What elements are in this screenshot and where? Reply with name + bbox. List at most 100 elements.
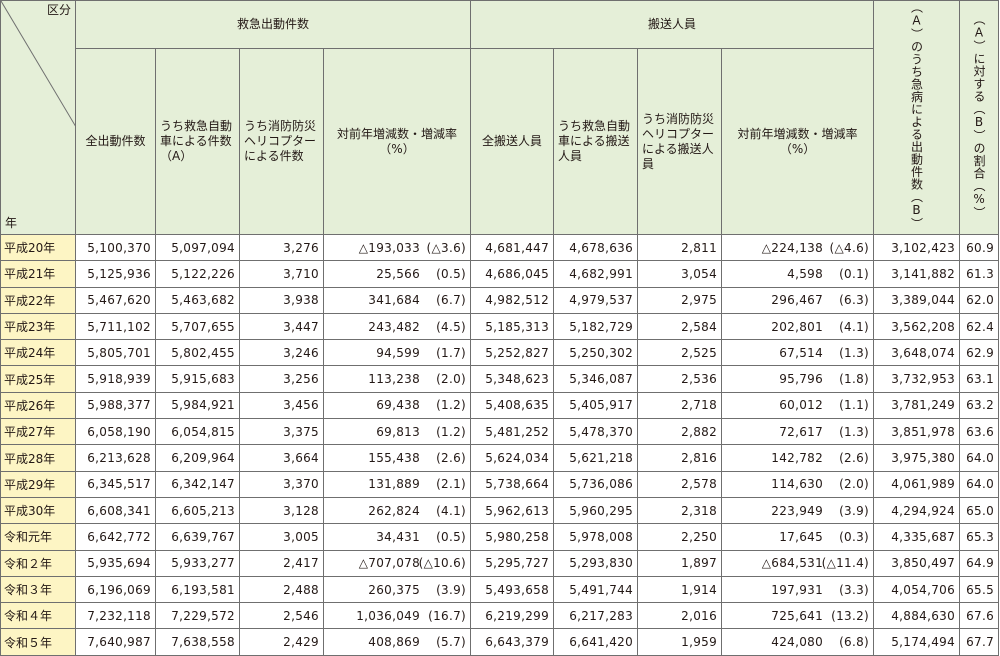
total-dispatch-cell: 5,988,377	[75, 391, 156, 420]
ambulance-transport-cell: 5,621,218	[553, 444, 639, 472]
ambulance-dispatch-cell: 7,229,572	[155, 602, 240, 630]
header-total-dispatch: 全出動件数	[75, 48, 156, 235]
table-row: 令和２年 5,935,694 5,933,277 2,417 △707,078 (△10.…	[0, 549, 1000, 577]
total-dispatch-cell: 6,642,772	[75, 523, 156, 551]
ambulance-transport-cell: 5,491,744	[553, 575, 639, 604]
heli-dispatch-cell: 3,664	[239, 444, 324, 472]
header-total-transport: 全搬送人員	[470, 48, 555, 235]
ratio-cell: 65.3	[959, 523, 1000, 551]
transport-change-cell: 296,467 (6.3)	[721, 286, 875, 314]
year-cell: 令和５年	[0, 628, 76, 656]
transport-change-cell: 202,801 (4.1)	[721, 312, 875, 341]
table-row: 令和４年 7,232,118 7,229,572 2,546 1,036,049 (16.…	[0, 602, 1000, 630]
year-cell: 平成23年	[0, 312, 76, 341]
dispatch-change-value: △707,078	[358, 556, 421, 571]
transport-change-rate: (0.3)	[839, 529, 870, 544]
total-dispatch-cell: 6,196,069	[75, 575, 156, 604]
year-cell: 令和２年	[0, 549, 76, 577]
table-row: 平成26年 5,988,377 5,984,921 3,456 69,438 (1.2) 5…	[0, 391, 1000, 420]
transport-change-rate: (1.3)	[839, 345, 870, 360]
dispatch-change-rate: (1.7)	[436, 345, 467, 360]
transport-change-value: 202,801	[771, 319, 824, 334]
header-transport-change: 対前年増減数・増減率（%）	[721, 48, 875, 235]
transport-change-value: 725,641	[771, 608, 824, 623]
total-transport-cell: 4,982,512	[470, 286, 555, 314]
transport-change-rate: (0.1)	[839, 266, 870, 281]
heli-transport-cell: 2,525	[637, 339, 723, 367]
transport-change-value: 60,012	[779, 398, 824, 413]
total-dispatch-cell: 5,918,939	[75, 365, 156, 393]
ambulance-dispatch-cell: 5,802,455	[155, 339, 240, 367]
transport-change-rate: (2.0)	[839, 477, 870, 492]
dispatch-change-cell: 155,438 (2.6)	[322, 444, 472, 472]
corner-header-cell: 区分 年	[0, 0, 76, 235]
header-heli-dispatch: うち消防防災ヘリコプターによる件数	[239, 48, 324, 235]
table-row: 令和元年 6,642,772 6,639,767 3,005 34,431 (0.5) 5,…	[0, 523, 1000, 551]
transport-change-value: 197,931	[771, 582, 824, 597]
dispatch-change-rate: (16.7)	[428, 608, 467, 623]
year-cell: 令和４年	[0, 602, 76, 630]
heli-transport-cell: 1,897	[637, 549, 723, 577]
ratio-cell: 67.7	[959, 628, 1000, 656]
year-cell: 令和３年	[0, 575, 76, 604]
dispatch-change-rate: (5.7)	[436, 635, 467, 650]
heli-transport-cell: 2,584	[637, 312, 723, 341]
transport-change-cell: △684,531 (△11.4)	[721, 549, 875, 577]
transport-change-value: △224,138	[761, 240, 824, 255]
transport-change-rate: (△4.6)	[829, 240, 870, 255]
year-cell: 平成25年	[0, 365, 76, 393]
heli-dispatch-cell: 3,375	[239, 418, 324, 446]
dispatch-change-value: 94,599	[376, 345, 421, 360]
total-dispatch-cell: 5,100,370	[75, 233, 156, 262]
ambulance-transport-cell: 4,979,537	[553, 286, 639, 314]
dispatch-change-rate: (1.2)	[436, 398, 467, 413]
b-count-cell: 4,335,687	[873, 523, 961, 551]
transport-change-cell: 72,617 (1.3)	[721, 418, 875, 446]
transport-change-cell: 4,598 (0.1)	[721, 260, 875, 288]
ambulance-transport-cell: 5,478,370	[553, 418, 639, 446]
ambulance-dispatch-cell: 7,638,558	[155, 628, 240, 656]
b-count-cell: 4,061,989	[873, 470, 961, 498]
heli-dispatch-cell: 3,246	[239, 339, 324, 367]
dispatch-change-value: 260,375	[368, 582, 421, 597]
total-transport-cell: 5,962,613	[470, 496, 555, 525]
dispatch-change-cell: 260,375 (3.9)	[322, 575, 472, 604]
heli-dispatch-cell: 2,429	[239, 628, 324, 656]
group-header-transport: 搬送人員	[470, 0, 875, 50]
ratio-cell: 62.4	[959, 312, 1000, 341]
year-cell: 平成29年	[0, 470, 76, 498]
ambulance-transport-cell: 5,405,917	[553, 391, 639, 420]
year-cell: 平成26年	[0, 391, 76, 420]
transport-change-cell: 725,641 (13.2)	[721, 602, 875, 630]
transport-change-value: 17,645	[779, 529, 824, 544]
dispatch-change-rate: (3.9)	[436, 582, 467, 597]
transport-change-rate: (3.9)	[839, 503, 870, 518]
ambulance-transport-cell: 6,217,283	[553, 602, 639, 630]
total-transport-cell: 5,493,658	[470, 575, 555, 604]
dispatch-change-cell: 69,438 (1.2)	[322, 391, 472, 420]
transport-change-cell: 142,782 (2.6)	[721, 444, 875, 472]
dispatch-change-cell: 94,599 (1.7)	[322, 339, 472, 367]
ambulance-dispatch-cell: 5,707,655	[155, 312, 240, 341]
transport-change-rate: (13.2)	[831, 608, 870, 623]
transport-change-cell: 223,949 (3.9)	[721, 496, 875, 525]
b-count-cell: 3,141,882	[873, 260, 961, 288]
transport-change-rate: (△11.4)	[821, 556, 870, 571]
ambulance-transport-cell: 4,678,636	[553, 233, 639, 262]
total-transport-cell: 4,681,447	[470, 233, 555, 262]
b-count-cell: 3,850,497	[873, 549, 961, 577]
ambulance-dispatch-cell: 5,122,226	[155, 260, 240, 288]
dispatch-change-value: 34,431	[376, 529, 421, 544]
dispatch-change-value: 25,566	[376, 266, 421, 281]
total-transport-cell: 5,295,727	[470, 549, 555, 577]
dispatch-change-cell: 131,889 (2.1)	[322, 470, 472, 498]
ambulance-transport-cell: 5,978,008	[553, 523, 639, 551]
header-dispatch-change: 対前年増減数・増減率（%）	[322, 48, 472, 235]
total-dispatch-cell: 5,935,694	[75, 549, 156, 577]
dispatch-change-cell: 243,482 (4.5)	[322, 312, 472, 341]
dispatch-change-cell: 113,238 (2.0)	[322, 365, 472, 393]
transport-change-rate: (1.3)	[839, 424, 870, 439]
total-transport-cell: 5,252,827	[470, 339, 555, 367]
dispatch-change-value: △193,033	[358, 240, 421, 255]
